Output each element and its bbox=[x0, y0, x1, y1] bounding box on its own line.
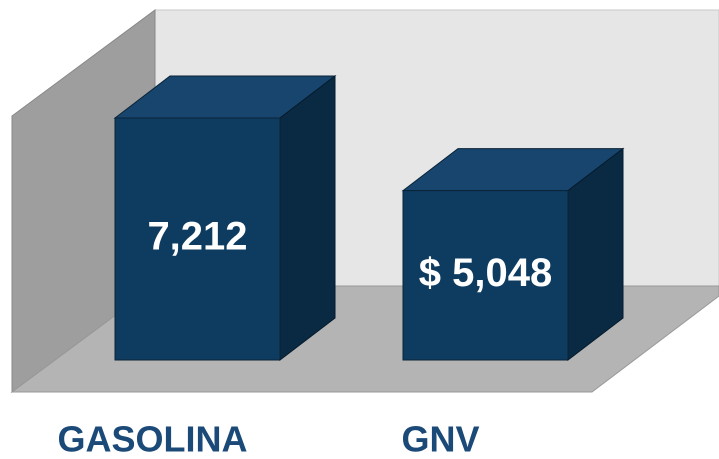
bar bbox=[402, 190, 569, 361]
value-label: $ 5,048 bbox=[419, 251, 552, 295]
bar bbox=[114, 117, 281, 361]
x-tick-label: GNV bbox=[401, 419, 479, 459]
bar-side bbox=[279, 74, 336, 362]
value-label: 7,212 bbox=[147, 215, 247, 259]
x-tick-label: GASOLINA bbox=[57, 419, 247, 459]
